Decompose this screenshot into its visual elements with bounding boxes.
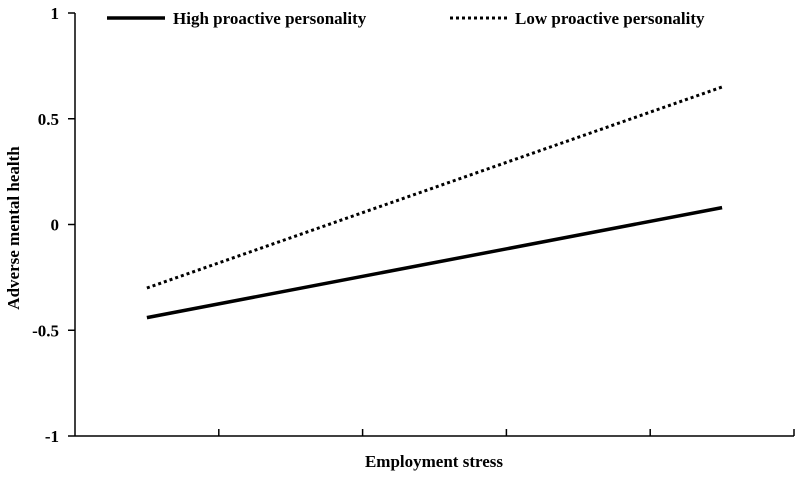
y-tick-label: 1 — [51, 4, 60, 23]
y-tick-label: -0.5 — [32, 321, 59, 340]
series-lines — [146, 85, 723, 320]
y-axis-title: Adverse mental health — [4, 146, 23, 310]
series-line-high-proactive — [146, 205, 723, 320]
axes: 1 0.5 0 -0.5 -1 — [32, 4, 795, 446]
series-line-low-proactive — [146, 85, 723, 290]
legend-label: Low proactive personality — [515, 9, 705, 28]
y-tick-label: 0.5 — [38, 110, 59, 129]
legend-label: High proactive personality — [173, 9, 367, 28]
y-tick-label: -1 — [45, 427, 59, 446]
x-axis-title: Employment stress — [365, 452, 503, 471]
legend: High proactive personality Low proactive … — [107, 9, 705, 28]
y-tick-label: 0 — [51, 216, 60, 235]
